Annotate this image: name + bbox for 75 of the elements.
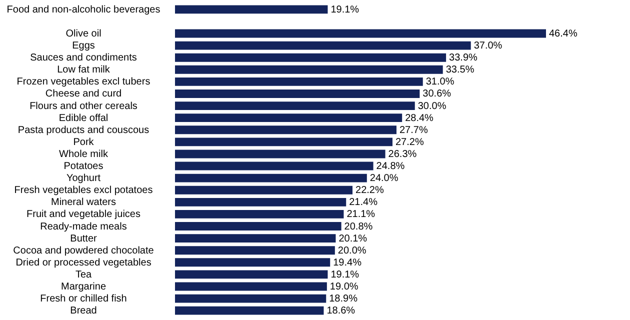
- bar: [175, 282, 327, 291]
- y-tick-label: Fresh or chilled fish: [40, 294, 127, 305]
- data-label: 24.8%: [376, 161, 405, 172]
- data-label: 30.0%: [418, 100, 446, 112]
- bar: [175, 306, 324, 315]
- bar: [175, 150, 386, 158]
- bar: [175, 162, 374, 170]
- data-label: 20.1%: [338, 233, 368, 244]
- bar: [175, 126, 396, 134]
- y-tick-label: Cocoa and powdered chocolate: [13, 245, 154, 256]
- data-label: 20.0%: [338, 245, 366, 256]
- bar: [175, 186, 353, 194]
- y-tick-label: Cheese and curd: [45, 88, 122, 100]
- y-tick-label: Margarine: [60, 281, 106, 292]
- data-label: 22.2%: [356, 185, 384, 196]
- data-label: 46.4%: [549, 28, 578, 40]
- y-tick-label: Fresh vegetables excl potatoes: [14, 185, 153, 196]
- y-tick-label: Ready-made meals: [40, 221, 127, 232]
- y-tick-label: Frozen vegetables excl tubers: [16, 76, 150, 88]
- y-tick-label: Fruit and vegetable juices: [26, 209, 140, 220]
- bar: [175, 270, 328, 279]
- bar: [175, 114, 402, 122]
- y-tick-label: Potatoes: [64, 161, 104, 172]
- y-tick-label: Low fat milk: [57, 64, 111, 76]
- data-label: 19.1%: [330, 4, 360, 16]
- y-tick-label: Sauces and condiments: [30, 52, 137, 64]
- y-tick-label: Mineral waters: [50, 197, 116, 208]
- bar: [175, 5, 328, 14]
- y-tick-label: Edible offal: [58, 112, 108, 124]
- data-label: 19.0%: [330, 281, 358, 292]
- y-tick-label: Eggs: [72, 40, 95, 52]
- y-tick-label: Olive oil: [66, 28, 102, 40]
- y-tick-label: Food and non-alcoholic beverages: [6, 4, 160, 16]
- data-label: 24.0%: [370, 173, 398, 184]
- data-label: 18.6%: [326, 306, 356, 317]
- bar: [175, 77, 423, 86]
- data-label: 27.2%: [395, 136, 424, 148]
- bar: [175, 210, 344, 218]
- data-label: 19.1%: [330, 269, 360, 280]
- bar: [175, 234, 336, 243]
- data-label: 18.9%: [329, 294, 358, 305]
- y-tick-label: Tea: [75, 269, 92, 280]
- y-tick-label: Pasta products and couscous: [18, 124, 150, 136]
- y-tick-label: Whole milk: [59, 148, 109, 160]
- y-tick-label: Bread: [70, 306, 97, 317]
- data-label: 21.1%: [346, 209, 376, 220]
- y-tick-label: Dried or processed vegetables: [16, 257, 152, 268]
- data-label: 37.0%: [474, 40, 502, 52]
- data-label: 21.4%: [349, 197, 378, 208]
- data-label: 28.4%: [405, 112, 434, 124]
- bar: [175, 174, 367, 182]
- data-label: 20.8%: [344, 221, 373, 232]
- bar: [175, 294, 326, 303]
- y-tick-label: Pork: [73, 136, 95, 148]
- bar: [175, 222, 342, 230]
- data-label: 19.4%: [333, 257, 362, 268]
- data-label: 33.5%: [446, 64, 474, 76]
- data-label: 31.0%: [426, 76, 454, 88]
- bar: [175, 29, 546, 38]
- bar: [175, 53, 446, 62]
- bar: [175, 258, 330, 267]
- y-tick-label: Flours and other cereals: [30, 100, 138, 112]
- y-tick-label: Yoghurt: [66, 173, 101, 184]
- bar: [175, 90, 420, 98]
- bar: [175, 138, 392, 146]
- data-label: 26.3%: [388, 148, 417, 160]
- bar: [175, 246, 335, 255]
- bar: [175, 198, 346, 206]
- y-tick-label: Butter: [70, 233, 98, 244]
- bar: [175, 41, 471, 50]
- data-label: 33.9%: [449, 52, 478, 64]
- data-label: 27.7%: [399, 124, 428, 136]
- bar: [175, 65, 443, 74]
- bar: [175, 102, 415, 110]
- data-label: 30.6%: [422, 88, 452, 100]
